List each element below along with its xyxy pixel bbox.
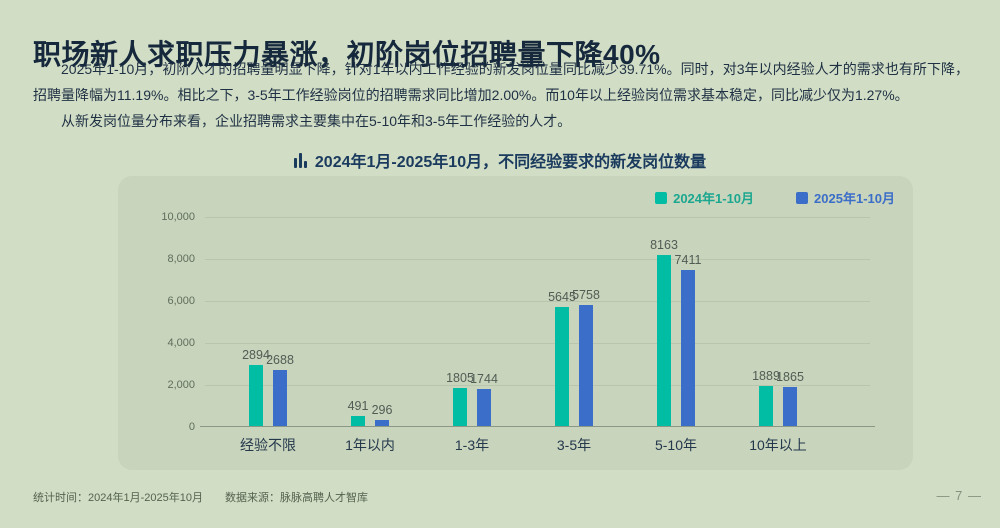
chart-panel: 2024年1-10月 2025年1-10月 0 2,000 4,000 6,000 8,0… [118, 176, 913, 470]
gridline [205, 385, 870, 386]
bar-1-3年-2025年1-10月 [477, 389, 491, 426]
x-axis-line [200, 426, 875, 427]
bar-value-label: 1805 [446, 371, 474, 386]
chart-title: 2024年1月-2025年10月，不同经验要求的新发岗位数量 [314, 154, 707, 171]
data-source: 数据来源：脉脉高聘人才智库 [224, 492, 368, 504]
y-tick-label: 4,000 [167, 337, 195, 349]
bar-value-label: 2688 [266, 352, 294, 367]
y-tick-label: 2,000 [167, 379, 195, 391]
stat-time: 统计时间：2024年1月-2025年10月 [33, 492, 203, 504]
x-tick-label: 3-5年 [556, 437, 592, 453]
bar-3-5年-2024年1-10月 [555, 307, 569, 426]
bar-value-label: 5758 [572, 288, 600, 303]
legend-item-1: 2025年1-10月 [796, 188, 895, 207]
summary-paragraph-1: 2025年1-10月，初阶人才的招聘量明显下降，针对1年以内工作经验的新发岗位量… [33, 61, 969, 103]
bar-10年以上-2025年1-10月 [783, 386, 797, 426]
page-number: — 7 — [936, 488, 982, 503]
bar-5-10年-2024年1-10月 [657, 254, 671, 426]
bar-value-label: 296 [371, 402, 393, 417]
x-tick-label: 经验不限 [240, 437, 296, 453]
summary-paragraph-2: 从新发岗位量分布来看，企业招聘需求主要集中在5-10年和3-5年工作经验的人才。 [61, 113, 572, 129]
bar-3-5年-2025年1-10月 [579, 305, 593, 426]
bar-value-label: 491 [347, 398, 369, 413]
y-tick-label: 8,000 [167, 253, 195, 265]
gridline [205, 343, 870, 344]
bar-1-3年-2024年1-10月 [453, 388, 467, 426]
chart-legend: 2024年1-10月 2025年1-10月 [655, 188, 895, 207]
bar-value-label: 5645 [548, 290, 576, 305]
plot-area: 0 2,000 4,000 6,000 8,000 10,000 2894 2688 经验不限 4… [161, 211, 875, 453]
bar-10年以上-2024年1-10月 [759, 386, 773, 426]
x-tick-label: 10年以上 [749, 437, 807, 453]
y-tick-label: 10,000 [161, 211, 195, 223]
bar-value-label: 1865 [776, 369, 804, 384]
y-tick-label: 6,000 [167, 295, 195, 307]
bar-value-label: 2894 [242, 348, 270, 363]
bar-1年以内-2025年1-10月 [375, 419, 389, 426]
bar-value-label: 1744 [470, 372, 498, 387]
footer-note: 统计时间：2024年1月-2025年10月 数据来源：脉脉高聘人才智库 [33, 489, 368, 505]
x-tick-label: 1-3年 [454, 437, 490, 453]
bar-value-label: 7411 [674, 253, 702, 268]
legend-label: 2024年1-10月 [673, 191, 755, 206]
bar-value-label: 8163 [650, 237, 678, 252]
bar-经验不限-2024年1-10月 [249, 365, 263, 426]
legend-swatch-icon [796, 191, 809, 204]
x-tick-label: 5-10年 [654, 437, 698, 453]
bar-value-label: 1889 [752, 369, 780, 384]
chart-header: 2024年1月-2025年10月，不同经验要求的新发岗位数量 [0, 148, 1000, 172]
gridline [205, 217, 870, 218]
page-title: 职场新人求职压力暴涨，初阶岗位招聘量下降40% [33, 38, 661, 70]
y-tick-label: 0 [188, 421, 195, 433]
x-tick-label: 1年以内 [345, 437, 395, 453]
gridline [205, 259, 870, 260]
legend-label: 2025年1-10月 [814, 191, 895, 206]
legend-item-0: 2024年1-10月 [655, 188, 754, 207]
bar-1年以内-2024年1-10月 [351, 415, 365, 426]
bar-chart-icon [293, 152, 307, 168]
gridline [205, 301, 870, 302]
legend-swatch-icon [655, 191, 668, 204]
summary-text: 2025年1-10月，初阶人才的招聘量明显下降，针对1年以内工作经验的新发岗位量… [33, 56, 969, 134]
bar-经验不限-2025年1-10月 [273, 369, 287, 426]
bar-5-10年-2025年1-10月 [681, 270, 695, 426]
